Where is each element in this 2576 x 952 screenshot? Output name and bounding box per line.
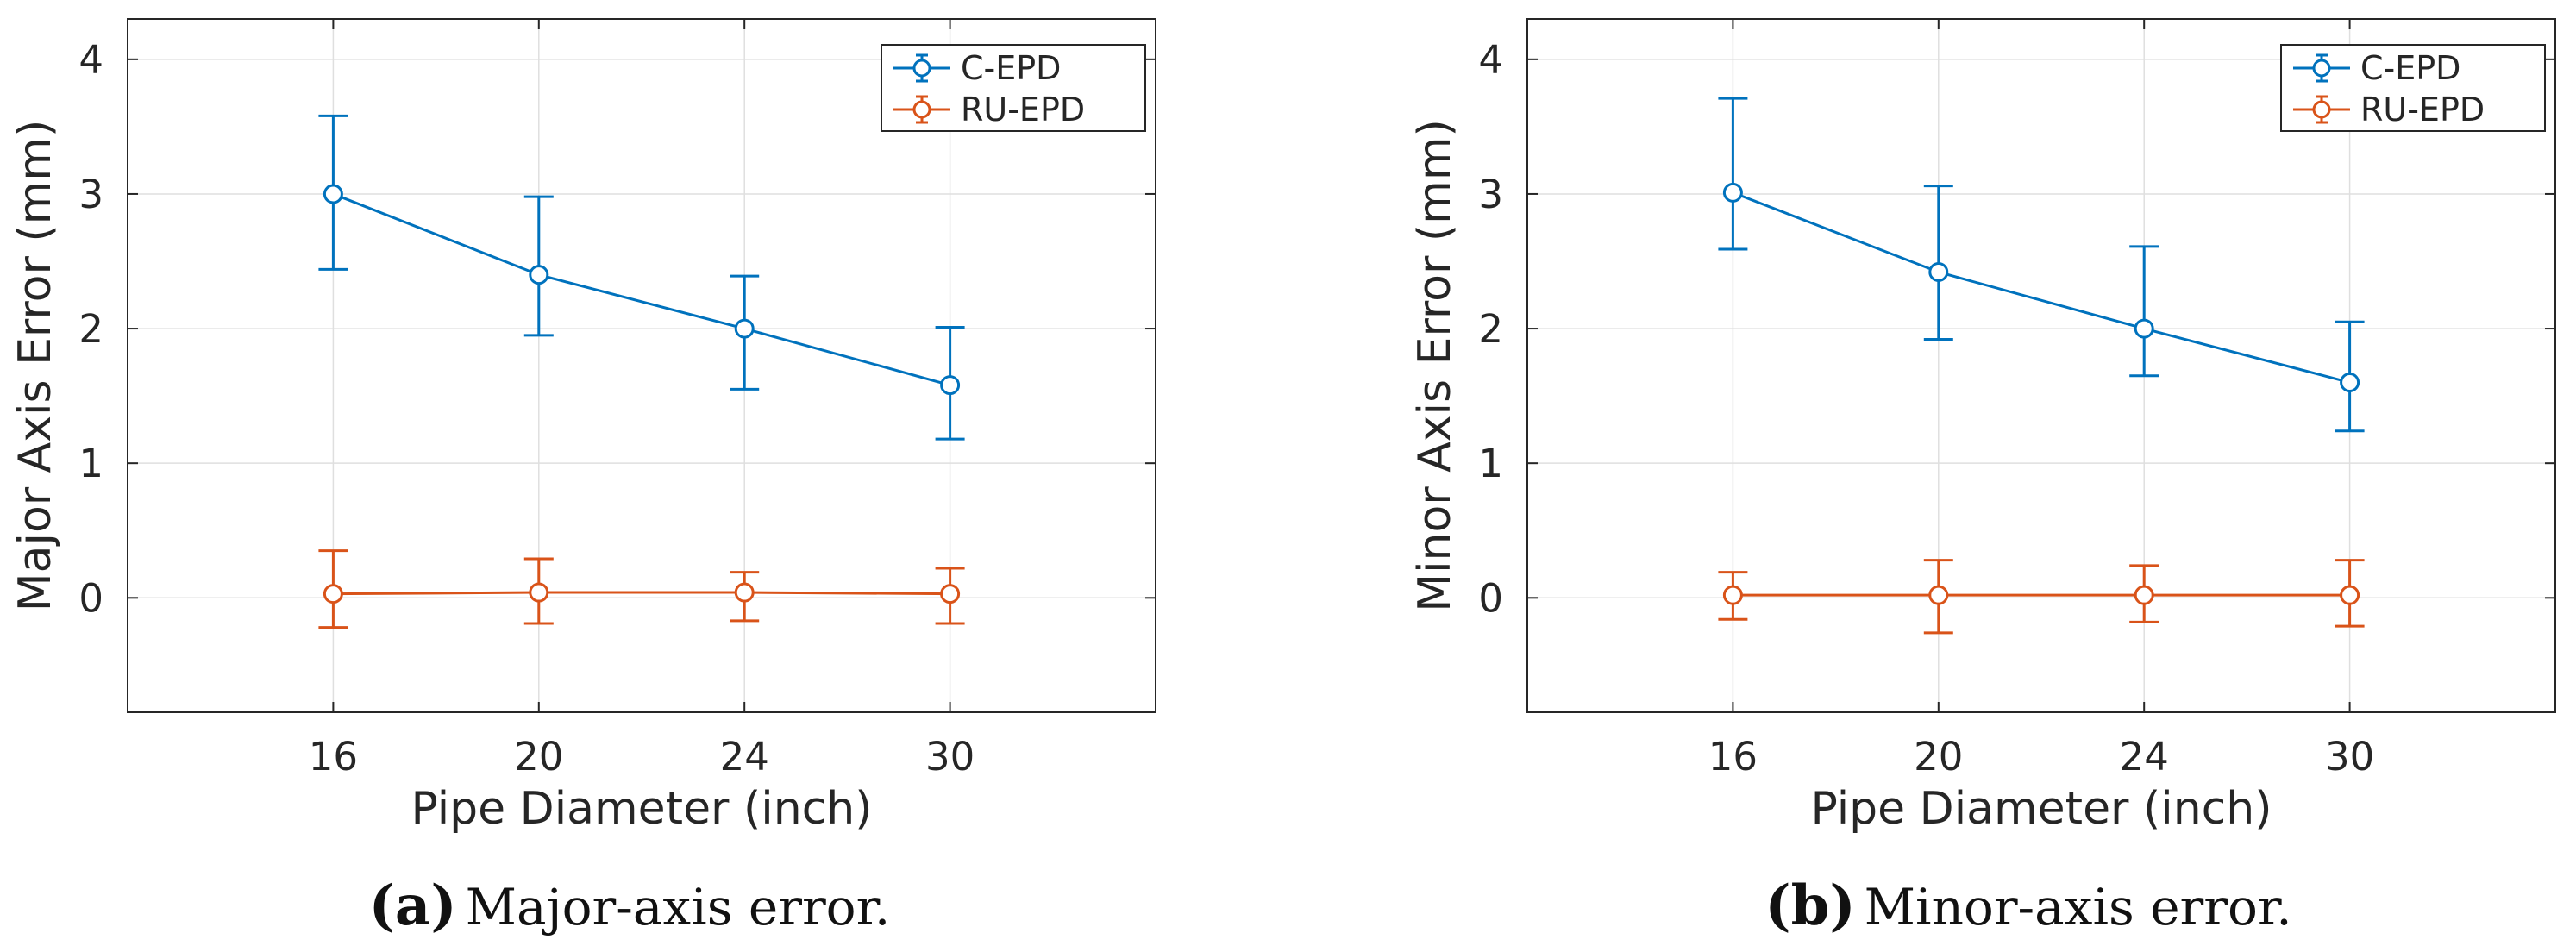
data-point [323,184,343,204]
legend-item-c-epd: C-EPD [2293,49,2460,87]
y-tick-label: 3 [1478,172,1503,217]
caption-text: Major-axis error. [466,878,891,936]
x-tick-label: 16 [1708,734,1758,780]
legend-label: C-EPD [2360,49,2460,87]
data-point [734,318,755,339]
data-point [734,582,755,603]
caption-label: (a) [369,874,457,938]
data-point [1928,261,1949,282]
x-axis-label: Pipe Diameter (inch) [1810,783,2272,835]
y-tick-label: 4 [1478,37,1503,83]
data-point [940,584,961,604]
y-tick-label: 0 [78,575,103,621]
legend-item-ru-epd: RU-EPD [893,91,1085,128]
legend-item-c-epd: C-EPD [893,49,1061,87]
panel-a: 16 20 24 30 0 1 2 3 4 Pipe Diameter (inch) Major A… [9,18,1156,938]
data-point [2134,585,2154,605]
error-bar [2129,245,2159,378]
panel-b: 16 20 24 30 0 1 2 3 4 Pipe Diameter (inch) Minor A… [1409,18,2556,938]
legend-label: RU-EPD [961,91,1085,128]
data-point [2340,585,2360,605]
legend: C-EPD RU-EPD [2280,44,2546,132]
y-axis-label: Major Axis Error (mm) [9,120,61,611]
series-line [332,192,950,387]
legend-marker [912,100,931,119]
x-tick-label: 20 [1914,734,1963,780]
legend-label: RU-EPD [2360,91,2485,128]
x-tick-label: 16 [309,734,358,780]
y-tick-label: 1 [78,441,103,486]
x-tick-label: 30 [2325,734,2374,780]
axes-box [1526,18,2556,713]
series-c-epd [1718,97,2365,433]
legend-marker [2312,100,2331,119]
series-c-epd [318,114,965,441]
y-tick-label: 3 [78,172,103,217]
panel-caption: (b) Minor-axis error. [1764,874,2291,938]
x-tick-label: 20 [514,734,563,780]
x-tick-label: 24 [720,734,769,780]
legend-label: C-EPD [961,49,1061,87]
legend-marker [2312,59,2331,78]
data-point [529,265,549,285]
data-point [529,582,549,603]
series-ru-epd [1718,559,2365,635]
y-tick-label: 0 [1478,575,1503,621]
axes-box [127,18,1156,713]
plot-area [128,19,1156,712]
series-line [1732,191,2350,384]
data-point [2340,373,2360,393]
legend: C-EPD RU-EPD [881,44,1146,132]
legend-marker [912,59,931,78]
y-axis-label: Minor Axis Error (mm) [1409,119,1461,612]
caption-text: Minor-axis error. [1865,878,2292,936]
x-tick-label: 30 [925,734,975,780]
plot-area [1527,19,2555,712]
data-point [2134,318,2154,339]
panel-caption: (a) Major-axis error. [369,874,891,938]
series-line [333,591,950,596]
y-tick-label: 2 [78,306,103,352]
legend-item-ru-epd: RU-EPD [2293,91,2485,128]
y-tick-label: 1 [1478,441,1503,486]
data-point [1722,585,1743,605]
caption-label: (b) [1764,874,1855,938]
y-tick-label: 4 [78,37,103,83]
data-point [940,375,961,396]
data-point [1722,182,1743,203]
x-axis-label: Pipe Diameter (inch) [411,783,872,835]
y-tick-label: 2 [1478,306,1503,352]
error-bar [1718,97,1748,251]
data-point [323,584,343,604]
x-tick-label: 24 [2120,734,2169,780]
data-point [1928,585,1949,605]
series-ru-epd [318,549,965,629]
